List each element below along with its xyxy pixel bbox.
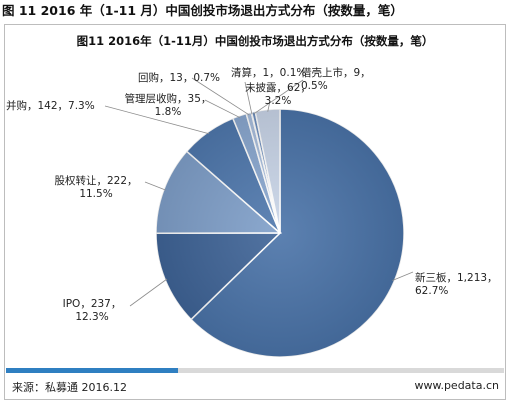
source-text: 来源：私募通 2016.12 xyxy=(12,381,127,394)
pie-slices xyxy=(155,108,405,358)
slice-labels: 新三板，1,213， 62.7% IPO，237， 12.3% 股权转让，222， 11.… xyxy=(6,66,498,323)
leader-line-5 xyxy=(204,99,241,119)
chart-frame xyxy=(4,24,506,400)
leader-line-3 xyxy=(144,181,166,191)
figure-title: 图 11 2016 年（1-11 月）中国创投市场退出方式分布（按数量，笔） xyxy=(2,3,403,18)
slice-label-7: 清算，1，0.1% xyxy=(231,66,306,79)
leader-line-7 xyxy=(244,81,253,115)
chart-title: 图11 2016年（1-11月）中国创投市场退出方式分布（按数量，笔） xyxy=(76,34,434,48)
slice-label-2: IPO，237， 12.3% xyxy=(63,298,122,323)
leader-line-9 xyxy=(267,100,271,112)
leader-line-2 xyxy=(129,278,168,307)
footer-bar-accent xyxy=(6,368,178,373)
slice-label-3: 股权转让，222， 11.5% xyxy=(54,174,137,200)
slice-label-4: 并购，142，7.3% xyxy=(6,99,95,112)
leader-line-1 xyxy=(392,271,414,281)
slice-label-1: 新三板，1,213， 62.7% xyxy=(415,271,498,297)
leader-line-8 xyxy=(253,79,304,115)
leader-lines xyxy=(104,77,414,307)
leader-line-4 xyxy=(104,105,210,135)
slice-label-5: 管理层收购，35， 1.8% xyxy=(125,92,212,118)
website-link[interactable]: www.pedata.cn xyxy=(414,379,499,392)
slice-label-8: 借壳上市，9， 0.5% xyxy=(301,66,371,92)
leader-line-6 xyxy=(191,77,250,116)
slice-label-9: 未披露，62， 3.2% xyxy=(245,81,311,107)
slice-label-6: 回购，13，0.7% xyxy=(138,71,220,84)
footer-bar xyxy=(6,368,504,373)
